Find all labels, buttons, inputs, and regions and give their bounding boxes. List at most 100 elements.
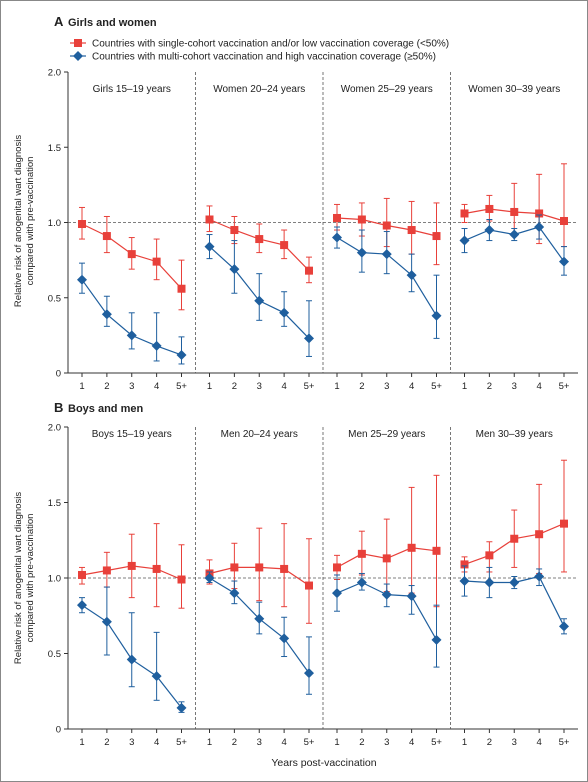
panel-b-group-label: Men 30–39 years — [476, 429, 553, 440]
panel-b-red-point — [230, 563, 239, 572]
panel-a-x-tick-label: 4 — [409, 381, 414, 392]
panel-a-x-tick-label: 2 — [359, 381, 364, 392]
panel-a-red-point — [280, 241, 289, 250]
panel-a-blue-point — [431, 310, 442, 321]
panel-b-blue-point — [559, 621, 569, 632]
panel-b-title: Boys and men — [68, 403, 143, 415]
panel-a-blue-point — [229, 264, 240, 275]
panel-b-blue-point — [332, 588, 342, 599]
panel-b-x-tick-label: 1 — [79, 737, 84, 748]
panel-b-x-tick-label: 2 — [104, 737, 109, 748]
panel-a-y-tick-label: 2.0 — [48, 68, 61, 79]
panel-b-blue-point — [534, 571, 545, 582]
panel-a-blue-point — [509, 229, 520, 240]
panel-b-red-point — [382, 554, 391, 563]
panel-a-x-tick-label: 4 — [281, 381, 286, 392]
panel-b-x-tick-label: 5+ — [431, 737, 442, 748]
panel-a-red-point — [152, 257, 161, 266]
panel-a-x-tick-label: 4 — [154, 381, 159, 392]
panel-a-blue-point — [304, 333, 314, 344]
panel-a-red-point — [102, 232, 111, 241]
panel-a-group-label: Women 25–29 years — [341, 84, 433, 95]
panel-b-red-point — [280, 564, 289, 573]
panel-a-blue-point — [77, 274, 87, 285]
panel-b-letter: B — [54, 400, 63, 415]
panel-b-ylabel-line1: Relative risk of anogenital wart diagnos… — [13, 492, 24, 664]
panel-b-red-point — [535, 530, 544, 539]
panel-b-x-tick-label: 3 — [257, 737, 262, 748]
panel-a-y-tick-label: 1.0 — [48, 218, 61, 229]
panel-a-x-tick-label: 5+ — [304, 381, 315, 392]
panel-b-blue-point — [176, 702, 187, 713]
panel-a-y-tick-label: 0 — [56, 369, 61, 380]
panel-b-x-tick-label: 4 — [281, 737, 286, 748]
panel-b-x-tick-label: 1 — [462, 737, 467, 748]
panel-a-blue-point — [484, 225, 495, 236]
panel-b-blue-point — [406, 591, 417, 602]
panel-a-x-tick-label: 5+ — [559, 381, 570, 392]
legend-blue-label: Countries with multi-cohort vaccination … — [92, 52, 436, 63]
panel-a-x-tick-label: 3 — [129, 381, 134, 392]
panel-b-x-tick-label: 4 — [536, 737, 541, 748]
panel-b-red-point — [485, 551, 494, 560]
panel-a-blue-point — [332, 232, 342, 243]
panel-a-title: Girls and women — [68, 17, 157, 29]
panel-a-blue-point — [559, 256, 569, 267]
panel-a-red-point — [535, 209, 544, 218]
panel-a-red-point — [333, 213, 341, 222]
panel-a-blue-point — [176, 349, 187, 360]
panel-a-x-tick-label: 1 — [462, 381, 467, 392]
panel-b-blue-point — [509, 577, 520, 588]
panel-a-x-tick-label: 3 — [512, 381, 517, 392]
panel-b-x-tick-label: 5+ — [559, 737, 570, 748]
panel-a-red-point — [205, 215, 214, 224]
panel-b-red-point — [152, 564, 161, 573]
panel-a-red-point — [407, 226, 416, 235]
panel-b-group-label: Men 25–29 years — [348, 429, 425, 440]
panel-b-y-tick-label: 2.0 — [48, 423, 61, 434]
panel-b-x-tick-label: 3 — [129, 737, 134, 748]
panel-a-ylabel-line1: Relative risk of anogenital wart diagnos… — [13, 135, 24, 307]
panel-b-y-tick-label: 0 — [56, 725, 61, 736]
panel-a-x-tick-label: 2 — [104, 381, 109, 392]
panel-b-blue-point — [431, 634, 442, 645]
panel-a-x-tick-label: 5+ — [431, 381, 442, 392]
panel-a-x-tick-label: 3 — [257, 381, 262, 392]
panel-a-red-point — [255, 235, 264, 244]
panel-b-x-tick-label: 2 — [232, 737, 237, 748]
panel-b-y-tick-label: 1.5 — [48, 498, 61, 509]
x-axis-label: Years post-vaccination — [271, 757, 376, 769]
panel-b-ylabel-line2: compared with pre-vaccination — [25, 514, 36, 643]
panel-b-x-tick-label: 4 — [409, 737, 414, 748]
panel-b-blue-point — [356, 577, 367, 588]
panel-a-blue-point — [534, 222, 545, 233]
panel-b-red-point — [432, 546, 441, 555]
panel-b-blue-point — [101, 616, 112, 627]
panel-a-x-tick-label: 1 — [207, 381, 212, 392]
panel-a-x-tick-label: 1 — [334, 381, 339, 392]
panel-a-y-tick-label: 0.5 — [48, 293, 61, 304]
panel-a-x-tick-label: 2 — [232, 381, 237, 392]
panel-a-blue-point — [126, 330, 137, 341]
panel-a-red-point — [230, 226, 239, 235]
panel-a-red-point — [560, 216, 568, 225]
panel-b-x-tick-label: 5+ — [304, 737, 315, 748]
panel-a-blue-point — [204, 241, 215, 252]
panel-b-y-tick-label: 0.5 — [48, 649, 61, 660]
panel-b-blue-point — [229, 588, 240, 599]
panel-a-red-point — [510, 207, 519, 216]
panel-b-x-tick-label: 1 — [334, 737, 339, 748]
legend-blue-marker — [73, 51, 83, 61]
panel-a-blue-point — [151, 340, 162, 351]
panel-b-red-point — [407, 543, 416, 552]
panel-b-blue-point — [204, 573, 215, 583]
panel-a-group-label: Women 20–24 years — [213, 84, 305, 95]
panel-b-blue-point — [381, 589, 392, 600]
panel-a-group-label: Girls 15–19 years — [93, 84, 171, 95]
panel-a-x-tick-label: 1 — [79, 381, 84, 392]
panel-b-red-point — [560, 519, 568, 528]
panel-a-group-label: Women 30–39 years — [468, 84, 560, 95]
panel-b-x-tick-label: 2 — [487, 737, 492, 748]
